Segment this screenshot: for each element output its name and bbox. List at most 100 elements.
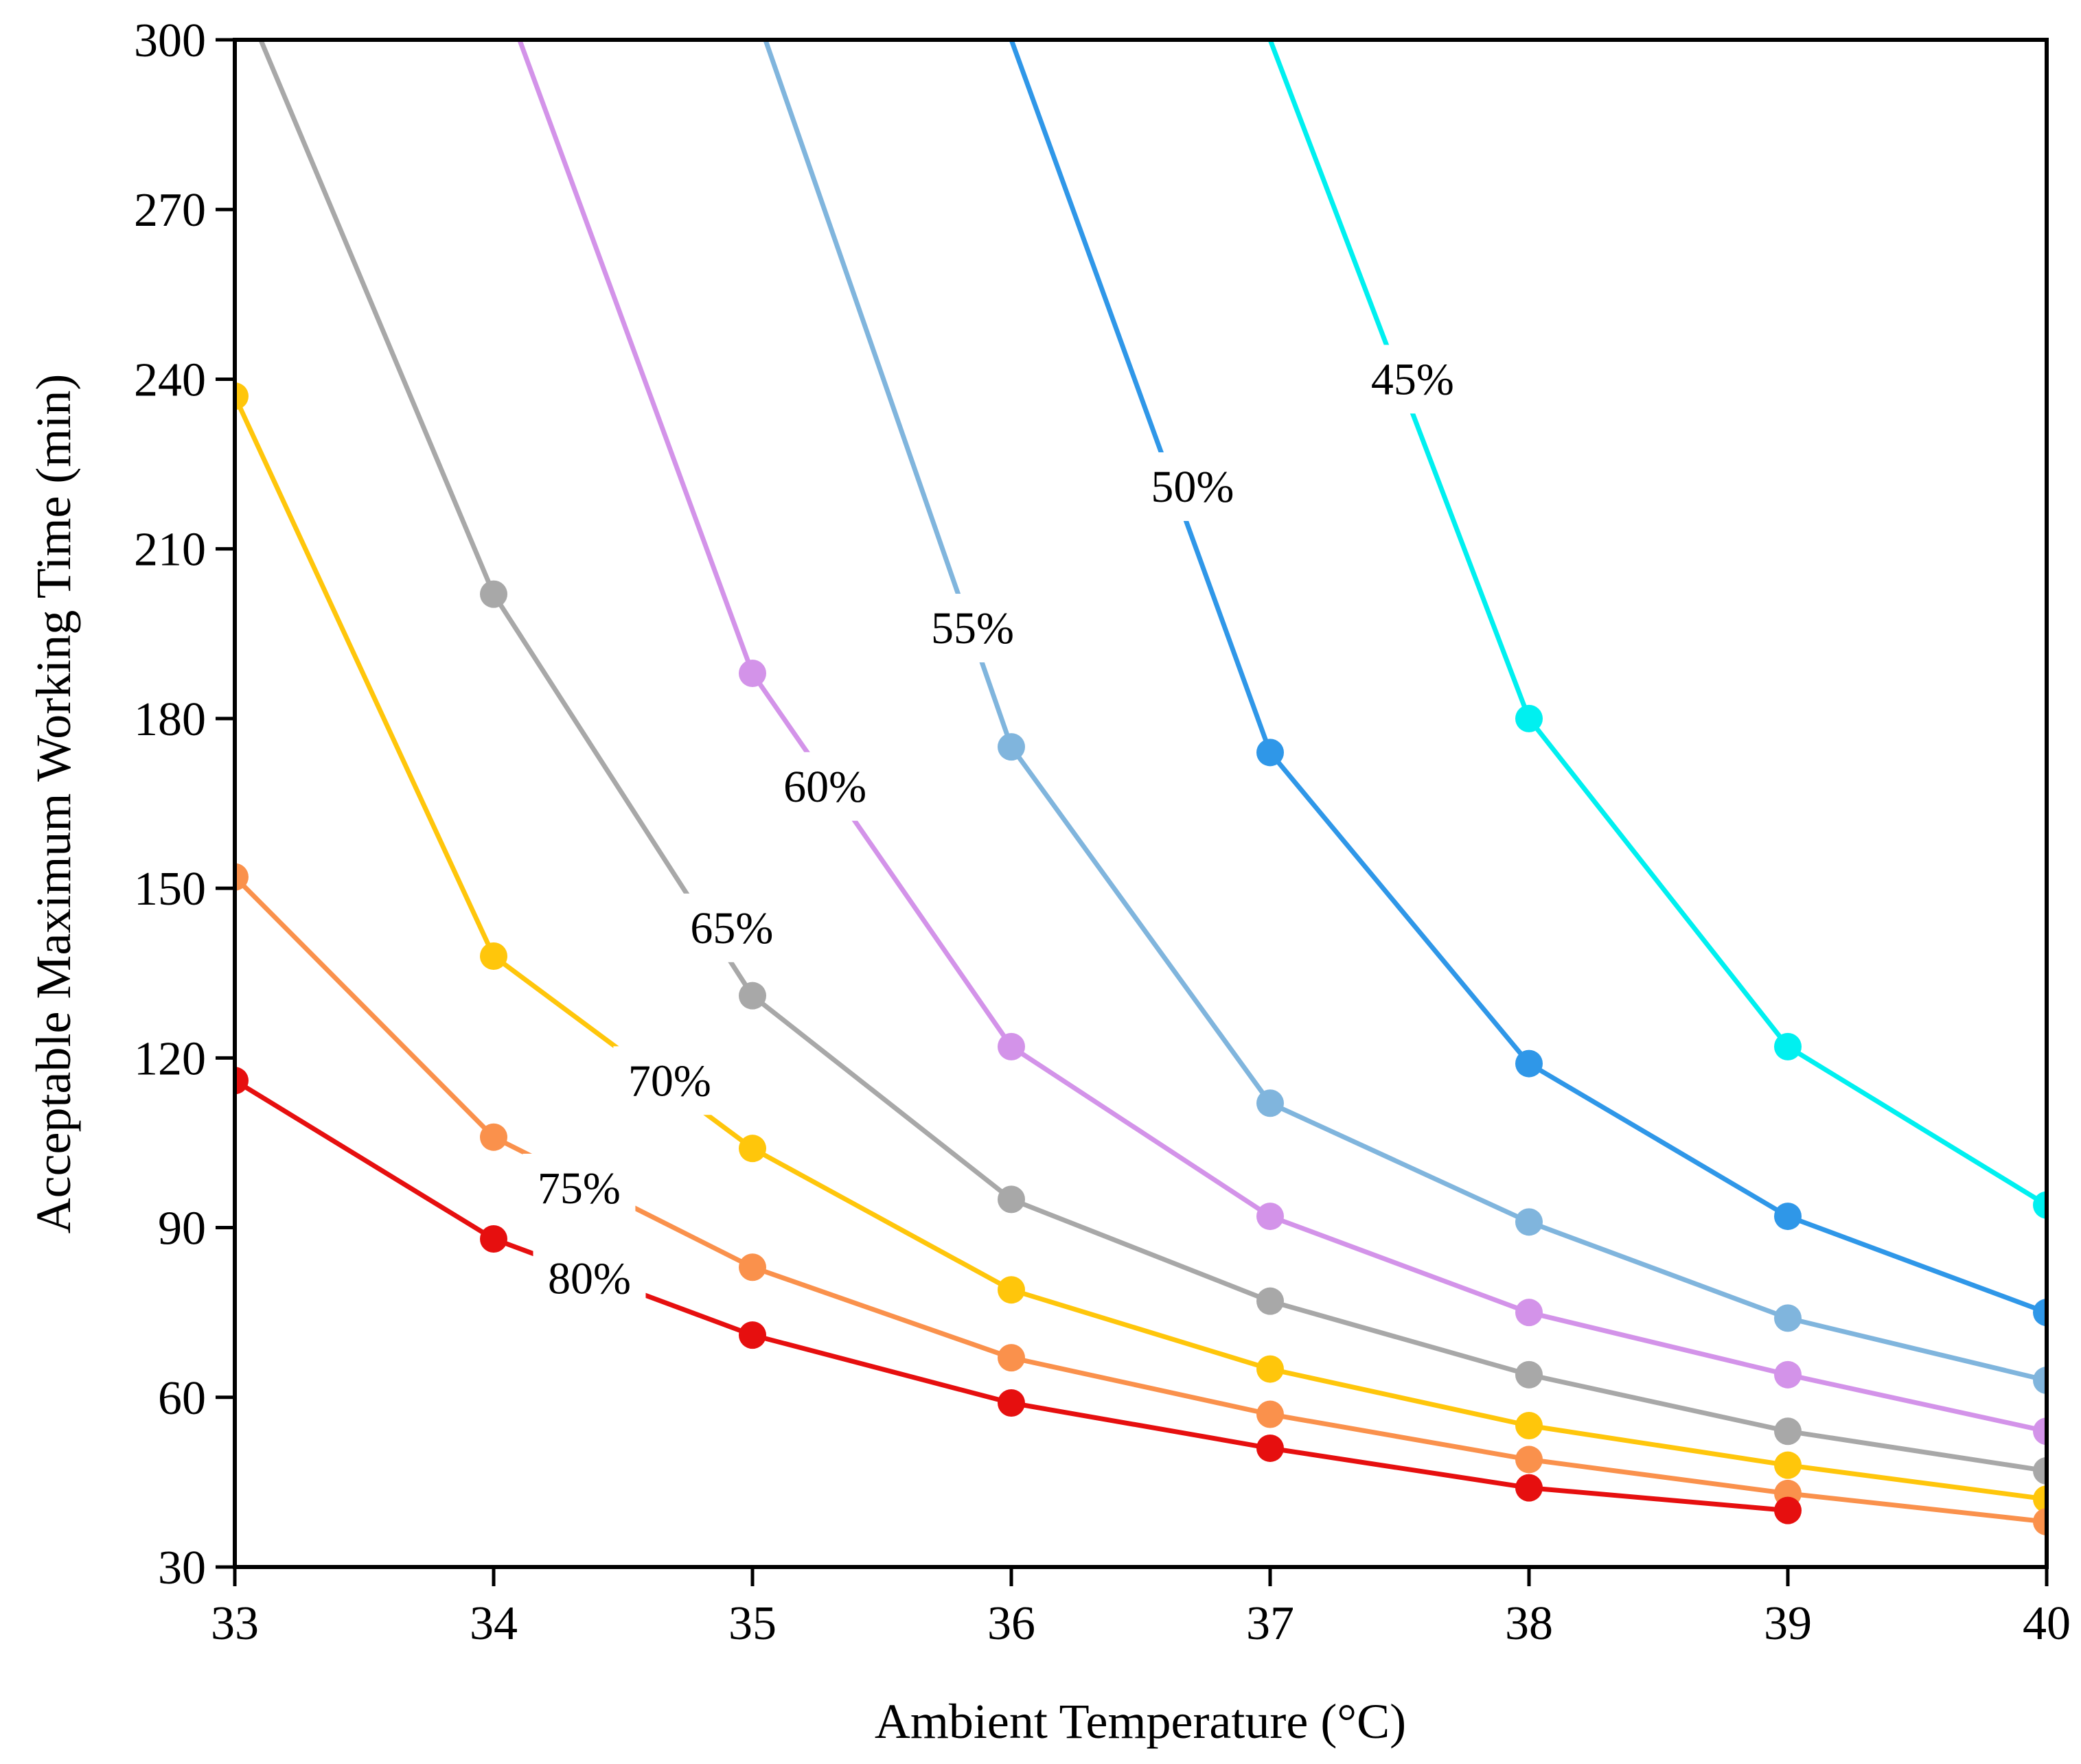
data-point	[739, 1135, 766, 1163]
y-tick-label: 180	[134, 693, 206, 746]
data-point	[998, 1389, 1025, 1417]
y-tick-label: 270	[134, 184, 206, 237]
data-point	[2033, 1191, 2047, 1219]
series-line	[1009, 40, 2047, 1315]
curve-label-background	[916, 594, 1029, 663]
curve-label-background	[533, 1244, 646, 1313]
data-point	[1256, 1400, 1284, 1428]
data-point	[1774, 1032, 1802, 1060]
curve-label-layer: 45% 50% 55% 60% 65% 70% 75% 80%	[522, 345, 1469, 1313]
y-tick-label: 90	[158, 1203, 206, 1255]
data-point	[998, 1344, 1025, 1372]
x-tick-label: 39	[1764, 1597, 1812, 1650]
data-point	[1256, 739, 1284, 767]
x-tick-label: 34	[470, 1597, 518, 1650]
series-70-percent	[235, 382, 2047, 1513]
data-point	[2033, 1417, 2047, 1446]
data-point	[1774, 1360, 1802, 1389]
data-point	[1256, 1287, 1284, 1315]
data-point	[2033, 1508, 2047, 1536]
curve-label: 70%	[628, 1056, 711, 1106]
curve-label: 80%	[548, 1254, 631, 1304]
y-axis: 30 60 90 120 150 180 210 240 270 300	[134, 14, 235, 1594]
data-point	[1256, 1434, 1284, 1462]
data-point	[235, 863, 249, 891]
data-point	[1256, 1355, 1284, 1383]
data-point	[998, 1032, 1025, 1060]
x-tick-label: 37	[1246, 1597, 1294, 1650]
series-line	[763, 40, 2047, 1383]
curve-label: 65%	[690, 903, 773, 953]
y-tick-label: 30	[158, 1542, 206, 1594]
data-point	[1515, 1360, 1543, 1389]
y-tick-label: 210	[134, 524, 206, 577]
curve-label-background	[1136, 452, 1249, 522]
y-tick-label: 150	[134, 863, 206, 916]
data-point	[1515, 1208, 1543, 1236]
data-point	[235, 1067, 249, 1095]
x-tick-label: 35	[728, 1597, 777, 1650]
curve-label-background	[675, 893, 788, 962]
y-tick-label: 300	[134, 14, 206, 67]
series-50-percent	[1009, 40, 2047, 1327]
data-point	[739, 982, 766, 1010]
data-point	[1515, 1411, 1543, 1439]
data-point	[1515, 1299, 1543, 1327]
data-point	[998, 1185, 1025, 1214]
data-point	[1774, 1304, 1802, 1332]
data-point	[2033, 1367, 2047, 1395]
data-point	[2033, 1457, 2047, 1485]
series-65-percent	[258, 40, 2047, 1485]
data-point	[739, 659, 766, 687]
curve-label: 60%	[783, 762, 866, 812]
data-point	[1774, 1496, 1802, 1524]
data-point	[1774, 1203, 1802, 1231]
data-point	[739, 1253, 766, 1281]
data-point	[2033, 1299, 2047, 1327]
data-point	[2033, 1485, 2047, 1513]
data-point	[1256, 1203, 1284, 1231]
data-point	[480, 942, 507, 970]
series-line	[1267, 40, 2047, 1208]
y-tick-label: 60	[158, 1372, 206, 1425]
series-line	[517, 40, 2047, 1434]
series-45-percent	[1267, 40, 2047, 1219]
series-55-percent	[763, 40, 2047, 1395]
series-layer	[235, 40, 2047, 1536]
y-tick-label: 240	[134, 353, 206, 406]
data-point	[1774, 1417, 1802, 1446]
x-tick-label: 40	[2023, 1597, 2071, 1650]
series-60-percent	[517, 40, 2047, 1446]
curve-label: 45%	[1371, 354, 1454, 404]
data-point	[235, 382, 249, 410]
data-point	[998, 1276, 1025, 1304]
series-80-percent	[235, 1067, 1802, 1524]
curve-label: 75%	[538, 1163, 621, 1214]
data-point	[480, 1225, 507, 1253]
x-tick-label: 38	[1505, 1597, 1553, 1650]
plot-frame	[233, 38, 2049, 1569]
series-line	[258, 40, 2047, 1474]
curve-label-background	[522, 1153, 636, 1222]
y-tick-label: 120	[134, 1032, 206, 1085]
curve-label-background	[613, 1046, 726, 1115]
x-axis: 33 34 35 36 37 38 39 40	[211, 1567, 2071, 1650]
y-axis-title: Acceptable Maximum Working Time (min)	[26, 374, 81, 1234]
series-line	[235, 393, 2047, 1502]
data-point	[1256, 1089, 1284, 1117]
data-point	[480, 1123, 507, 1151]
data-point	[739, 1321, 766, 1349]
data-point	[1515, 1049, 1543, 1078]
x-tick-label: 36	[987, 1597, 1035, 1650]
data-point	[1774, 1451, 1802, 1479]
data-point	[1515, 1446, 1543, 1474]
x-axis-title: Ambient Temperature (°C)	[875, 1694, 1406, 1749]
x-tick-label: 33	[211, 1597, 259, 1650]
curve-label: 55%	[931, 603, 1014, 653]
curve-label: 50%	[1151, 462, 1234, 512]
data-point	[1515, 1474, 1543, 1502]
data-point	[1515, 704, 1543, 732]
curve-label-background	[768, 752, 882, 821]
